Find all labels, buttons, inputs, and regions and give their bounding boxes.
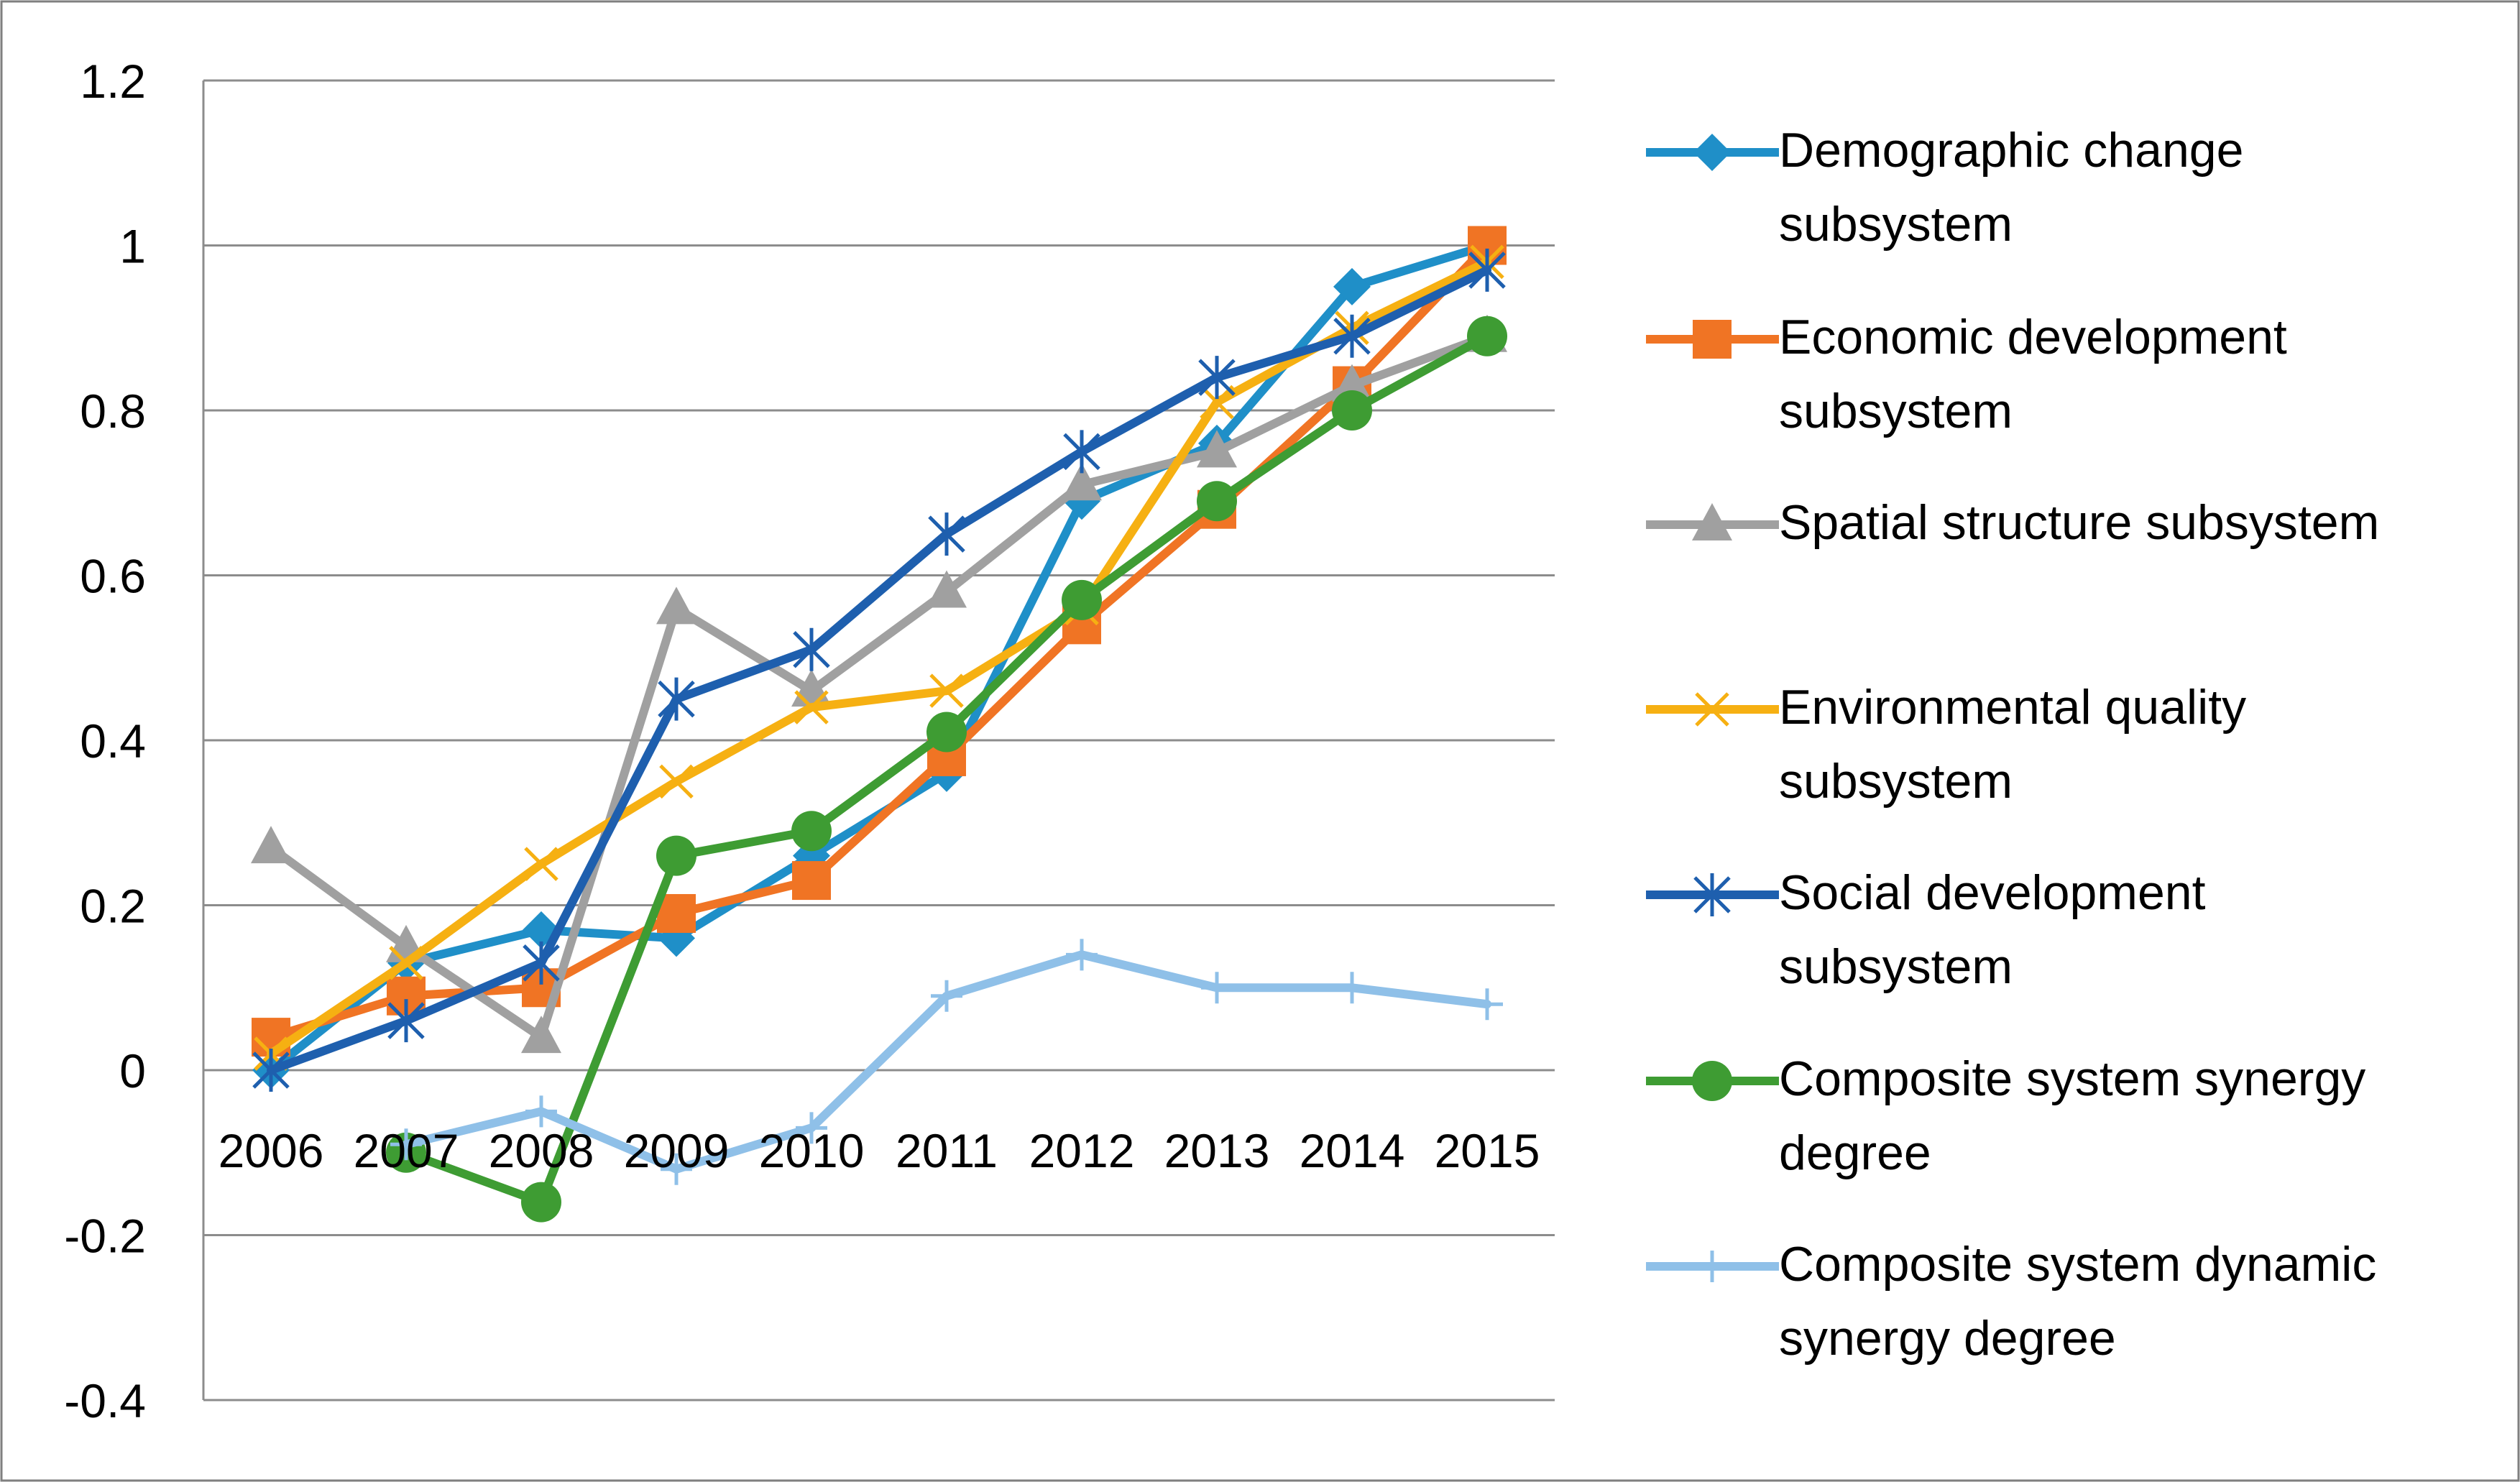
legend-item: Economic development subsystem bbox=[1646, 310, 2287, 438]
legend-label: Demographic change bbox=[1779, 123, 2243, 178]
data-point bbox=[1198, 356, 1236, 400]
data-point bbox=[792, 861, 831, 901]
x-axis-tick-labels: 2006 2007 2008 2009 2010 2011 2012 2013 2014 2015 bbox=[219, 1124, 1540, 1177]
series-line bbox=[267, 257, 1491, 1058]
legend-label: subsystem bbox=[1779, 197, 2013, 252]
data-point bbox=[1197, 481, 1237, 522]
data-point bbox=[389, 946, 423, 980]
legend-label: subsystem bbox=[1779, 939, 2013, 994]
data-point bbox=[1332, 390, 1372, 431]
legend-label: Composite system synergy bbox=[1779, 1051, 2365, 1106]
x-tick-label: 2014 bbox=[1300, 1124, 1405, 1177]
x-tick-label: 2009 bbox=[624, 1124, 730, 1177]
data-point bbox=[793, 627, 830, 671]
legend-marker bbox=[1693, 320, 1732, 359]
x-tick-label: 2007 bbox=[354, 1124, 459, 1177]
data-point bbox=[1197, 430, 1237, 468]
legend-label: Spatial structure subsystem bbox=[1779, 495, 2379, 550]
y-tick-label: -0.2 bbox=[64, 1210, 146, 1263]
y-tick-label: 0.4 bbox=[80, 714, 146, 768]
data-point bbox=[659, 764, 694, 799]
data-point bbox=[656, 586, 696, 625]
x-tick-label: 2012 bbox=[1029, 1124, 1135, 1177]
legend-label: Social development bbox=[1779, 865, 2206, 920]
x-tick-label: 2008 bbox=[489, 1124, 594, 1177]
series-7 bbox=[390, 939, 1503, 1185]
legend-marker bbox=[1692, 503, 1732, 540]
data-point bbox=[928, 512, 965, 556]
legend-label: subsystem bbox=[1779, 384, 2013, 438]
data-point bbox=[1468, 248, 1506, 292]
y-tick-label: 0.6 bbox=[80, 550, 146, 603]
legend-item: Environmental quality subsystem bbox=[1646, 680, 2246, 809]
data-point bbox=[1332, 364, 1372, 402]
series-group bbox=[251, 226, 1507, 1223]
x-tick-label: 2013 bbox=[1164, 1124, 1270, 1177]
data-point bbox=[1062, 463, 1102, 501]
data-point bbox=[931, 980, 962, 1012]
y-tick-label: 1 bbox=[119, 220, 146, 273]
legend-marker bbox=[1693, 873, 1731, 916]
data-point bbox=[251, 826, 291, 864]
y-tick-label: 0.8 bbox=[80, 385, 146, 438]
y-tick-label: 0.2 bbox=[80, 880, 146, 933]
data-point bbox=[1336, 972, 1368, 1004]
legend-label: Environmental quality bbox=[1779, 680, 2246, 735]
legend-label: Economic development bbox=[1779, 310, 2287, 364]
data-point bbox=[1201, 972, 1233, 1004]
data-point bbox=[523, 941, 560, 985]
legend-marker bbox=[1692, 1061, 1732, 1101]
data-point bbox=[387, 999, 425, 1043]
y-tick-label: 1.2 bbox=[80, 55, 146, 108]
data-point bbox=[796, 1112, 827, 1144]
data-point bbox=[661, 1153, 692, 1185]
data-point bbox=[658, 677, 695, 721]
data-point bbox=[390, 1128, 422, 1161]
legend-label: degree bbox=[1779, 1126, 1931, 1180]
x-tick-label: 2010 bbox=[759, 1124, 865, 1177]
legend-label: synergy degree bbox=[1779, 1311, 2116, 1366]
legend-item: Demographic change subsystem bbox=[1646, 123, 2243, 252]
legend-marker bbox=[1693, 134, 1731, 171]
data-point bbox=[1066, 939, 1098, 971]
data-point bbox=[521, 1182, 561, 1223]
series-5 bbox=[252, 248, 1506, 1092]
series-line bbox=[267, 265, 1491, 1074]
legend-item: Social development subsystem bbox=[1646, 865, 2206, 994]
legend-marker bbox=[1695, 692, 1729, 727]
legend-marker bbox=[1696, 1251, 1728, 1282]
data-point bbox=[794, 690, 829, 724]
y-tick-label: 0 bbox=[119, 1044, 146, 1097]
legend-item: Composite system synergy degree bbox=[1646, 1051, 2365, 1180]
data-point bbox=[524, 847, 558, 881]
data-point bbox=[926, 712, 967, 752]
x-tick-label: 2006 bbox=[219, 1124, 324, 1177]
axes: -0.4 -0.2 0 0.2 0.4 0.6 0.8 1 1.2 bbox=[64, 55, 205, 1427]
x-tick-label: 2011 bbox=[896, 1124, 998, 1177]
data-point bbox=[1200, 385, 1234, 420]
data-point bbox=[252, 1049, 290, 1092]
legend-label: Composite system dynamic bbox=[1779, 1237, 2376, 1292]
data-point bbox=[929, 673, 964, 708]
data-point bbox=[926, 570, 967, 608]
legend-item: Composite system dynamic synergy degree bbox=[1646, 1237, 2376, 1366]
data-point bbox=[1333, 314, 1371, 358]
series-6 bbox=[386, 316, 1507, 1223]
x-tick-label: 2015 bbox=[1435, 1124, 1540, 1177]
y-tick-label: -0.4 bbox=[64, 1374, 146, 1427]
data-point bbox=[656, 835, 696, 876]
data-point bbox=[791, 811, 832, 852]
data-point bbox=[1062, 579, 1102, 620]
legend-label: subsystem bbox=[1779, 754, 2013, 809]
data-point bbox=[525, 1095, 557, 1128]
legend-item: Spatial structure subsystem bbox=[1646, 495, 2379, 550]
data-point bbox=[1471, 988, 1503, 1021]
data-point bbox=[1333, 267, 1371, 305]
data-point bbox=[1063, 430, 1100, 474]
data-point bbox=[521, 1016, 561, 1054]
data-point bbox=[1467, 316, 1507, 356]
